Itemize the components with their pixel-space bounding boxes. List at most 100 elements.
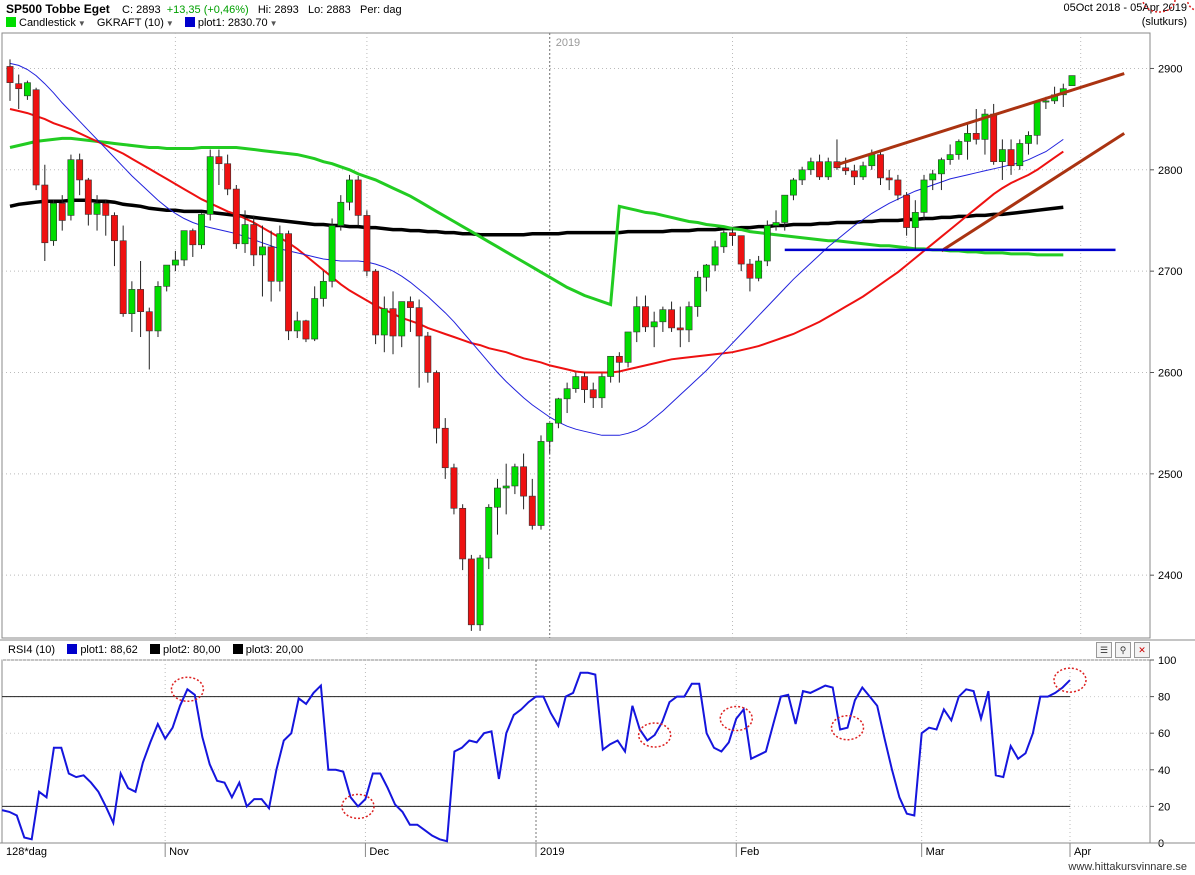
candle-body (581, 376, 588, 391)
candle-body (198, 214, 205, 246)
x-tick-label: Dec (369, 846, 389, 858)
candle-body (850, 170, 858, 178)
legend-plot1[interactable]: plot1: 2830.70 (197, 17, 268, 29)
candle-body (920, 179, 928, 213)
price-panel: 2019 (1, 32, 1151, 639)
candle-body (58, 202, 66, 221)
candle-body (319, 280, 327, 299)
candle-body (485, 506, 493, 559)
candle-body (537, 441, 545, 526)
candle-body (937, 159, 945, 175)
candle-body (755, 260, 763, 279)
chevron-down-icon[interactable]: ▼ (77, 19, 86, 28)
chevron-down-icon[interactable]: ▼ (269, 19, 278, 28)
candle-body (685, 306, 693, 331)
rsi-tick-label: 40 (1158, 765, 1170, 777)
rsi-tick-label: 100 (1158, 655, 1176, 667)
rsi-peak-marker (170, 676, 205, 703)
rsi-peak-marker (637, 722, 672, 748)
candle-body (41, 184, 49, 244)
candle-body (32, 89, 40, 186)
candle-body (624, 331, 632, 363)
candle-body (163, 264, 171, 287)
rsi-tick-label: 20 (1158, 801, 1170, 813)
chevron-down-icon[interactable]: ▼ (165, 19, 174, 28)
candle-body (171, 259, 179, 266)
candle-body (346, 179, 353, 203)
rsi-plot2-swatch (150, 644, 161, 654)
series-line-ma100 (9, 136, 1064, 307)
candle-body (615, 355, 623, 363)
candle-body (729, 232, 736, 236)
candle-body (224, 163, 232, 190)
price-tick-label: 2500 (1158, 469, 1182, 481)
price-tick-label: 2800 (1158, 165, 1182, 177)
zoom-icon[interactable]: ⚲ (1115, 642, 1131, 658)
candle-body (102, 202, 110, 216)
candle-body (467, 558, 475, 626)
candle-body (711, 246, 719, 266)
candle-body (241, 224, 249, 245)
price-tick-label: 2900 (1158, 63, 1182, 75)
candle-body (990, 113, 998, 163)
candle-body (1025, 135, 1032, 144)
rsi-peak-marker (341, 793, 375, 820)
candle-body (929, 173, 937, 181)
candle-body (363, 215, 371, 272)
candle-body (528, 495, 536, 526)
candle-body (781, 194, 789, 223)
candle-body (354, 179, 362, 216)
rsi-legend: RSI4 (10) plot1: 88,62 plot2: 80,00 plot… (8, 644, 303, 656)
price-type: (slutkurs) (1141, 16, 1187, 28)
candle-body (998, 149, 1006, 163)
candlestick-swatch (6, 17, 16, 27)
close-icon[interactable]: ✕ (1134, 642, 1150, 658)
rsi-plot3-label[interactable]: plot3: 20,00 (245, 644, 304, 656)
candle-body (563, 388, 571, 400)
candle-body (972, 133, 980, 140)
candle-body (433, 372, 440, 429)
trendline-lower-support (940, 132, 1126, 253)
change-value: +13,35 (+0,46%) (166, 4, 249, 16)
candle-body (259, 246, 266, 256)
x-tick-label: Apr (1074, 846, 1091, 858)
candle-body (285, 233, 292, 332)
candle-body (398, 301, 406, 337)
legend-candlestick[interactable]: Candlestick (19, 17, 76, 29)
candle-body (23, 82, 31, 97)
list-icon[interactable]: ☰ (1096, 642, 1112, 658)
candle-body (250, 224, 258, 256)
close-value: C: 2893 (122, 4, 161, 16)
x-tick-label: Feb (740, 846, 759, 858)
candle-body (955, 141, 963, 155)
candle-body (964, 133, 971, 142)
rsi-plot1-label[interactable]: plot1: 88,62 (80, 644, 138, 656)
rsi-plot1-swatch (67, 644, 78, 654)
rsi-plot2-label[interactable]: plot2: 80,00 (163, 644, 221, 656)
candle-body (145, 311, 153, 332)
candle-body (119, 240, 127, 315)
x-tick-label: 2019 (540, 846, 564, 858)
candle-body (633, 306, 641, 333)
candle-body (50, 202, 57, 242)
candle-body (790, 179, 797, 196)
legend-gkraft[interactable]: GKRAFT (10) (96, 17, 164, 29)
candle-body (842, 167, 850, 172)
candle-body (215, 156, 223, 165)
rsi-series-line (1, 671, 1071, 843)
rsi-peak-marker (719, 705, 753, 732)
rsi-peak-marker (830, 714, 865, 741)
date-range: 05Oct 2018 - 05Apr 2019 (1063, 2, 1187, 14)
candle-body (903, 194, 911, 228)
series-line-ma50 (9, 108, 1064, 374)
candle-body (598, 376, 606, 399)
candle-body (816, 161, 823, 178)
candle-body (911, 212, 919, 228)
rsi-name[interactable]: RSI4 (10) (8, 644, 56, 656)
candle-body (702, 264, 710, 278)
rsi-panel (1, 0, 1195, 844)
rsi-peak-marker (1142, 0, 1176, 13)
candle-body (520, 466, 528, 497)
price-tick-label: 2700 (1158, 266, 1182, 278)
